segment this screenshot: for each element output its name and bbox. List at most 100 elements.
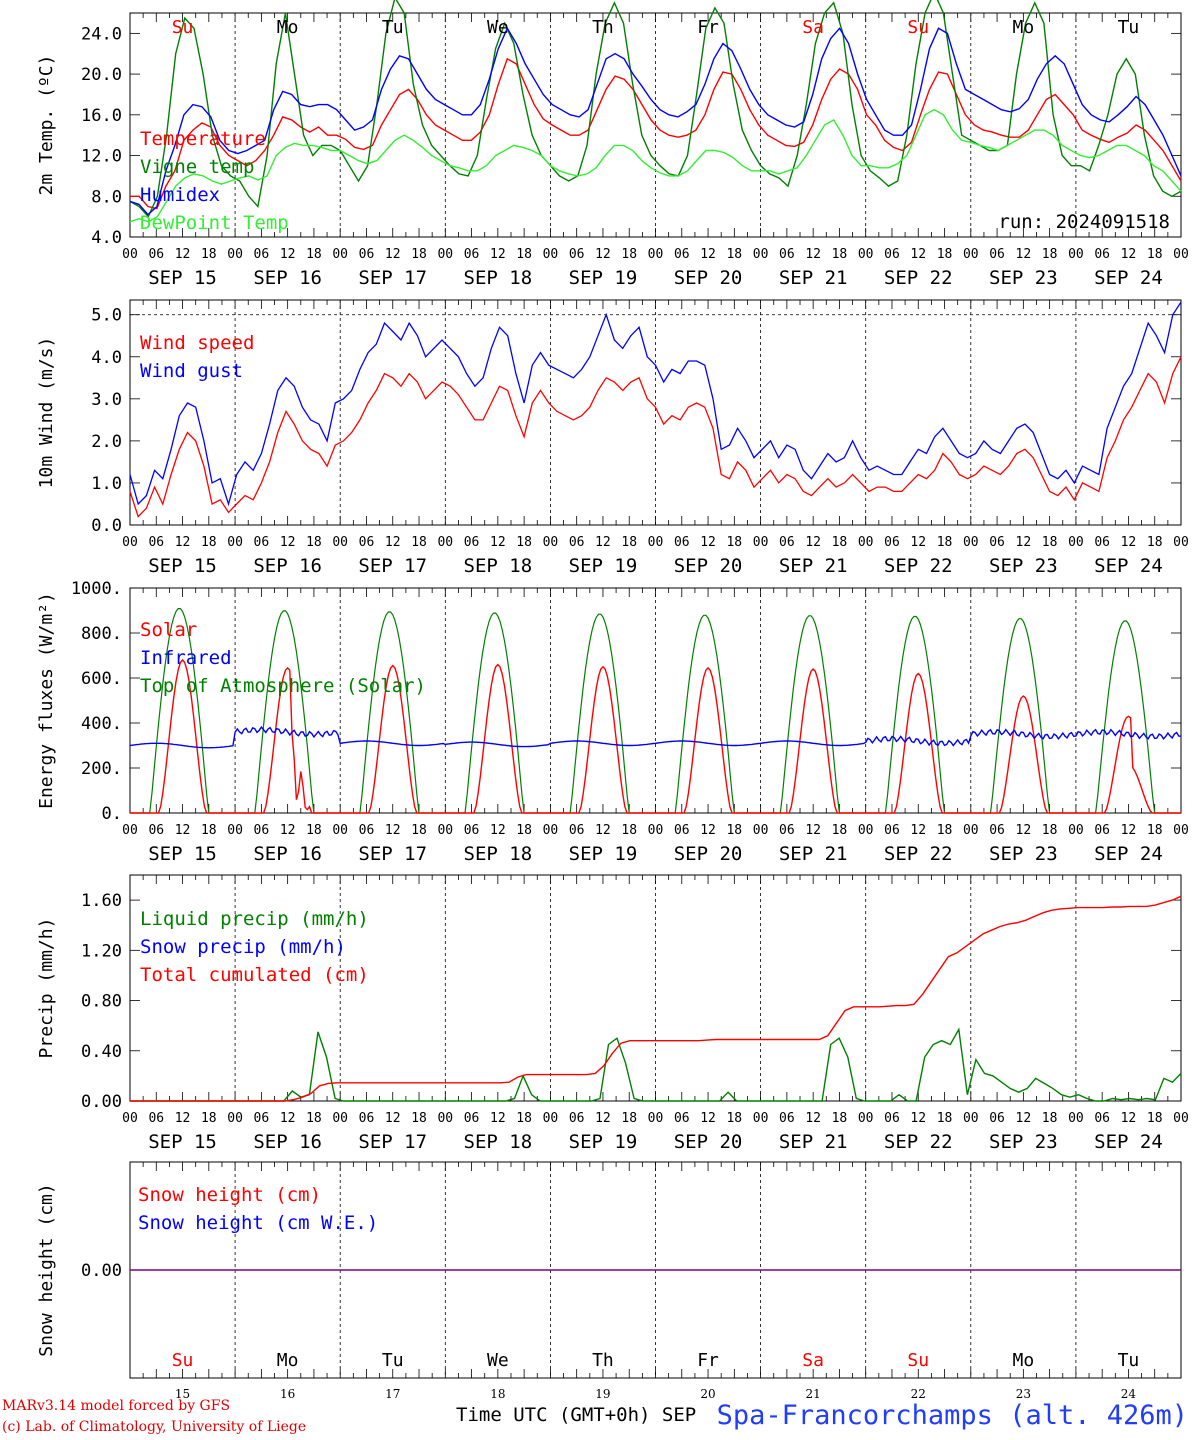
hour-tick-label: 12: [385, 535, 401, 550]
hour-tick-label: 18: [1042, 1111, 1058, 1126]
hour-tick-label: 06: [989, 247, 1005, 262]
hour-tick-label: 06: [464, 247, 480, 262]
series-line: [129, 108, 1182, 223]
hour-tick-label: 06: [464, 535, 480, 550]
legend-entry: Snow height (cm W.E.): [138, 1212, 378, 1234]
hour-tick-label: 00: [227, 823, 243, 838]
hour-tick-label: 12: [1121, 1111, 1137, 1126]
day-name-label: Tu: [382, 17, 404, 38]
date-label: SEP 20: [674, 267, 743, 289]
hour-tick-label: 00: [858, 535, 874, 550]
hour-tick-label: 00: [1068, 247, 1084, 262]
hour-tick-label: 06: [779, 535, 795, 550]
y-tick-label: 8.0: [91, 187, 122, 207]
hour-tick-label: 06: [884, 1111, 900, 1126]
hour-tick-label: 00: [1068, 823, 1084, 838]
hour-tick-label: 18: [726, 823, 742, 838]
hour-tick-label: 06: [884, 247, 900, 262]
hour-tick-label: 18: [621, 535, 637, 550]
hour-tick-label: 12: [385, 823, 401, 838]
hour-tick-label: 12: [280, 823, 296, 838]
hour-tick-label: 00: [753, 823, 769, 838]
series-line: [129, 725, 1182, 749]
y-axis-label: Snow height (cm): [36, 1183, 57, 1356]
y-tick-label: 0.40: [81, 1042, 122, 1062]
y-tick-label: 0.: [102, 804, 122, 824]
legend-entry: Solar: [140, 619, 197, 641]
date-label: SEP 23: [989, 1131, 1058, 1153]
hour-tick-label: 06: [989, 823, 1005, 838]
date-label: SEP 17: [358, 1131, 427, 1153]
y-tick-label: 0.00: [81, 1261, 122, 1281]
date-label: SEP 22: [884, 267, 953, 289]
date-label: SEP 24: [1094, 843, 1163, 865]
hour-tick-label: 18: [1042, 535, 1058, 550]
hour-tick-label: 00: [437, 1111, 453, 1126]
y-tick-label: 1.20: [81, 941, 122, 961]
hour-tick-label: 18: [411, 1111, 427, 1126]
date-label: SEP 15: [148, 1131, 217, 1153]
hour-tick-label: 12: [910, 823, 926, 838]
hour-tick-label: 06: [779, 247, 795, 262]
hour-tick-label: 18: [1147, 823, 1163, 838]
date-label: SEP 18: [464, 843, 533, 865]
day-name-label: We: [487, 17, 509, 38]
y-tick-label: 24.0: [81, 24, 122, 44]
day-number-label: 23: [1016, 1387, 1031, 1401]
hour-tick-label: 18: [306, 823, 322, 838]
hour-tick-label: 12: [595, 1111, 611, 1126]
hour-tick-label: 12: [805, 1111, 821, 1126]
series-line: [130, 895, 1182, 1102]
hour-tick-label: 18: [516, 247, 532, 262]
hour-tick-label: 12: [700, 823, 716, 838]
hour-tick-label: 00: [753, 1111, 769, 1126]
hour-tick-label: 00: [332, 1111, 348, 1126]
hour-tick-label: 06: [254, 1111, 270, 1126]
hour-tick-label: 06: [674, 823, 690, 838]
y-tick-label: 400.: [81, 714, 122, 734]
y-tick-label: 1.0: [91, 474, 122, 494]
date-label: SEP 23: [989, 267, 1058, 289]
hour-tick-label: 18: [516, 535, 532, 550]
y-tick-label: 0.0: [91, 516, 122, 536]
hour-tick-label: 00: [963, 823, 979, 838]
day-name-label: We: [487, 1350, 509, 1371]
series-line: [129, 26, 1182, 216]
hour-tick-label: 06: [674, 247, 690, 262]
hour-tick-label: 06: [464, 1111, 480, 1126]
hour-tick-label: 06: [1094, 247, 1110, 262]
hour-tick-label: 18: [832, 1111, 848, 1126]
date-label: SEP 17: [358, 267, 427, 289]
hour-tick-label: 00: [1068, 535, 1084, 550]
hour-tick-label: 06: [569, 823, 585, 838]
series-line: [130, 658, 1181, 814]
hour-tick-label: 00: [437, 823, 453, 838]
date-label: SEP 19: [569, 555, 638, 577]
series-line: [129, 356, 1182, 518]
hour-tick-label: 12: [490, 1111, 506, 1126]
hour-tick-label: 00: [858, 247, 874, 262]
y-tick-label: 800.: [81, 624, 122, 644]
y-tick-label: 0.80: [81, 992, 122, 1012]
date-label: SEP 21: [779, 843, 848, 865]
hour-tick-label: 18: [1147, 535, 1163, 550]
hour-tick-label: 06: [359, 1111, 375, 1126]
hour-tick-label: 00: [332, 247, 348, 262]
hour-tick-label: 12: [595, 823, 611, 838]
hour-tick-label: 18: [1042, 823, 1058, 838]
hour-tick-label: 18: [832, 823, 848, 838]
hour-tick-label: 18: [201, 1111, 217, 1126]
hour-tick-label: 18: [937, 247, 953, 262]
hour-tick-label: 06: [148, 247, 164, 262]
day-name-label: Th: [592, 1350, 614, 1371]
day-name-label: Mo: [277, 1350, 299, 1371]
legend-entry: DewPoint Temp: [140, 212, 289, 234]
hour-tick-label: 00: [543, 1111, 559, 1126]
date-label: SEP 24: [1094, 267, 1163, 289]
date-label: SEP 20: [674, 1131, 743, 1153]
date-label: SEP 15: [148, 555, 217, 577]
hour-tick-label: 18: [411, 823, 427, 838]
hour-tick-label: 12: [1121, 247, 1137, 262]
day-name-label: Tu: [382, 1350, 404, 1371]
day-name-label: Tu: [1118, 1350, 1140, 1371]
